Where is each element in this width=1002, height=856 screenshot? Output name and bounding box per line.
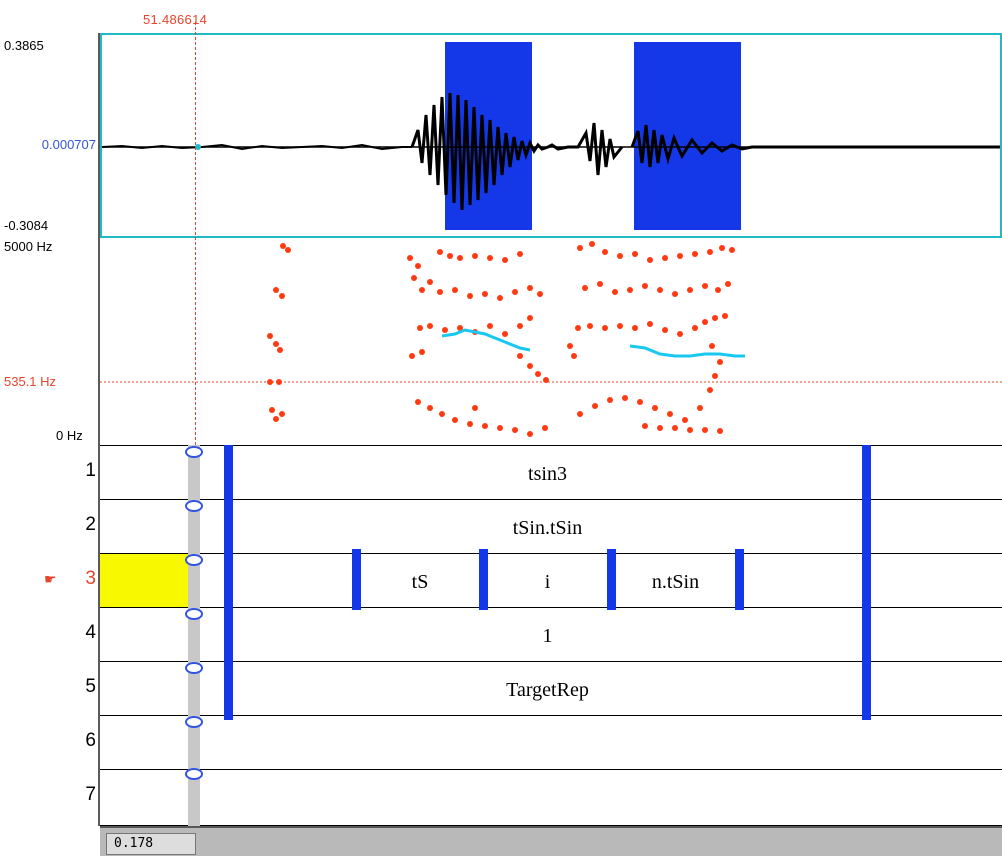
tier-handle[interactable] xyxy=(185,662,203,674)
tier-row-2[interactable] xyxy=(100,499,1002,553)
waveform-noise xyxy=(102,143,412,151)
segment-boundary[interactable] xyxy=(224,445,233,720)
active-tier-highlight[interactable] xyxy=(100,554,192,607)
left-gutter xyxy=(0,33,100,826)
time-cursor-line[interactable] xyxy=(195,22,196,445)
segment-label[interactable]: n.tSin xyxy=(651,571,700,593)
segment-boundary[interactable] xyxy=(352,549,361,610)
waveform-ycursor-label: 0.000707 xyxy=(41,137,96,152)
waveform-ymax-label: 0.3865 xyxy=(4,38,44,53)
tier-handle[interactable] xyxy=(185,608,203,620)
tier-handle[interactable] xyxy=(185,500,203,512)
tier-scroll-track[interactable] xyxy=(188,445,200,826)
waveform-burst-2 xyxy=(630,124,1000,168)
segment-label[interactable]: tSin.tSin xyxy=(512,517,583,539)
segment-label[interactable]: tsin3 xyxy=(528,463,567,485)
waveform-burst-1 xyxy=(410,92,624,211)
tier-number[interactable]: 5 xyxy=(85,676,96,697)
tier-number[interactable]: 6 xyxy=(85,730,96,751)
zoom-value-field[interactable]: 0.178 xyxy=(106,833,196,855)
tier-number[interactable]: 3 xyxy=(85,568,96,589)
spectrogram-bottom-label: 0 Hz xyxy=(56,428,83,443)
time-ruler[interactable]: 51.486614 xyxy=(0,0,1002,33)
tier-handle[interactable] xyxy=(185,446,203,458)
tier-row-1[interactable] xyxy=(100,445,1002,499)
formant-plot xyxy=(100,241,1002,437)
segment-boundary[interactable] xyxy=(479,549,488,610)
active-tier-pointer-icon: ☛ xyxy=(44,571,57,587)
waveform-panel[interactable] xyxy=(100,33,1002,238)
tier-row-3[interactable] xyxy=(100,553,1002,607)
formant-dots xyxy=(267,241,735,437)
segment-boundary[interactable] xyxy=(607,549,616,610)
tier-handle[interactable] xyxy=(185,716,203,728)
tier-handle[interactable] xyxy=(185,554,203,566)
pitch-contour xyxy=(629,344,745,358)
spectrogram-top-label: 5000 Hz xyxy=(4,239,53,254)
cursor-time-readout: 51.486614 xyxy=(143,12,208,27)
tier-number[interactable]: 7 xyxy=(85,784,96,805)
tier-handle[interactable] xyxy=(185,768,203,780)
waveform-ymin-label: -0.3084 xyxy=(4,218,49,233)
waveform-plot xyxy=(102,42,1000,230)
tier-row-6[interactable] xyxy=(100,715,1002,769)
segment-label[interactable]: 1 xyxy=(542,625,553,647)
segment-boundary[interactable] xyxy=(862,445,871,720)
tier-number[interactable]: 4 xyxy=(85,622,96,643)
bottom-status-bar: 0.178 xyxy=(100,826,1002,856)
spectrogram-cursor-label: 535.1 Hz xyxy=(4,374,57,389)
tier-number[interactable]: 1 xyxy=(85,460,96,481)
tier-row-7[interactable] xyxy=(100,769,1002,826)
segment-label[interactable]: TargetRep xyxy=(506,679,589,701)
tier-row-5[interactable] xyxy=(100,661,1002,715)
waveform-cursor-marker xyxy=(195,144,201,150)
spectrogram-panel[interactable] xyxy=(100,238,1002,445)
tier-row-4[interactable] xyxy=(100,607,1002,661)
pitch-contour xyxy=(441,328,531,352)
segment-boundary[interactable] xyxy=(735,549,744,610)
segment-label[interactable]: tS xyxy=(411,571,429,593)
tier-number[interactable]: 2 xyxy=(85,514,96,535)
segment-label[interactable]: i xyxy=(544,571,551,593)
selection-region[interactable] xyxy=(634,42,741,230)
